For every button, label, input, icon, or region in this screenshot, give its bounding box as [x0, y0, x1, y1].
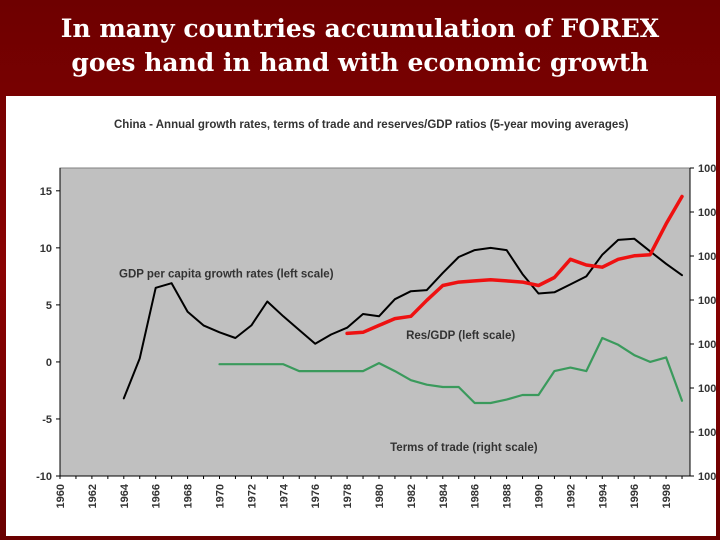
chart-title: China - Annual growth rates, terms of tr… — [114, 119, 629, 131]
left-tick-label: 0 — [46, 357, 52, 369]
x-tick-label: 1978 — [342, 484, 354, 508]
x-tick-label: 1998 — [661, 484, 673, 508]
x-tick-label: 1982 — [406, 484, 418, 508]
x-tick-label: 1996 — [629, 484, 641, 508]
x-tick-label: 1960 — [55, 484, 67, 508]
left-tick-label: 15 — [40, 186, 52, 198]
right-tick-label: 100 — [698, 207, 716, 219]
x-tick-label: 1980 — [374, 484, 386, 508]
left-tick-label: 10 — [40, 243, 52, 255]
right-tick-label: 100 — [698, 163, 716, 175]
x-tick-label: 1992 — [565, 484, 577, 508]
x-tick-label: 1968 — [183, 484, 195, 508]
series-line-2 — [345, 194, 684, 336]
x-tick-label: 1994 — [597, 483, 609, 508]
x-tick-label: 1970 — [214, 484, 226, 508]
series-line-3 — [218, 336, 684, 405]
x-tick-label: 1974 — [278, 483, 290, 508]
x-tick-label: 1964 — [119, 483, 131, 508]
x-tick-label: 1962 — [87, 484, 99, 508]
plot-area — [59, 167, 691, 477]
x-tick-label: 1966 — [151, 484, 163, 508]
x-tick-label: 1972 — [246, 484, 258, 508]
right-tick-label: 100 — [698, 471, 716, 483]
annotation-3: Terms of trade (right scale) — [390, 442, 538, 454]
x-tick-label: 1988 — [502, 484, 514, 508]
right-tick-label: 100 — [698, 383, 716, 395]
chart-panel: China - Annual growth rates, terms of tr… — [6, 96, 716, 536]
x-tick-label: 1990 — [533, 484, 545, 508]
right-tick-label: 100 — [698, 339, 716, 351]
chart-svg: China - Annual growth rates, terms of tr… — [36, 119, 716, 508]
annotation-1: GDP per capita growth rates (left scale) — [119, 269, 334, 281]
annotation-2: Res/GDP (left scale) — [406, 330, 515, 342]
x-tick-label: 1984 — [438, 483, 450, 508]
slide-title: In many countries accumulation of FOREX … — [0, 12, 720, 80]
slide-title-line-1: In many countries accumulation of FOREX — [60, 14, 660, 43]
slide-title-line-2: goes hand in hand with economic growth — [71, 48, 649, 77]
left-tick-label: -10 — [36, 471, 52, 483]
right-tick-label: 100 — [698, 295, 716, 307]
right-tick-label: 100 — [698, 251, 716, 263]
x-tick-label: 1986 — [470, 484, 482, 508]
left-tick-label: 5 — [46, 300, 52, 312]
left-tick-label: -5 — [42, 414, 52, 426]
series-line-1 — [122, 237, 683, 400]
right-tick-label: 100 — [698, 427, 716, 439]
x-tick-label: 1976 — [310, 484, 322, 508]
